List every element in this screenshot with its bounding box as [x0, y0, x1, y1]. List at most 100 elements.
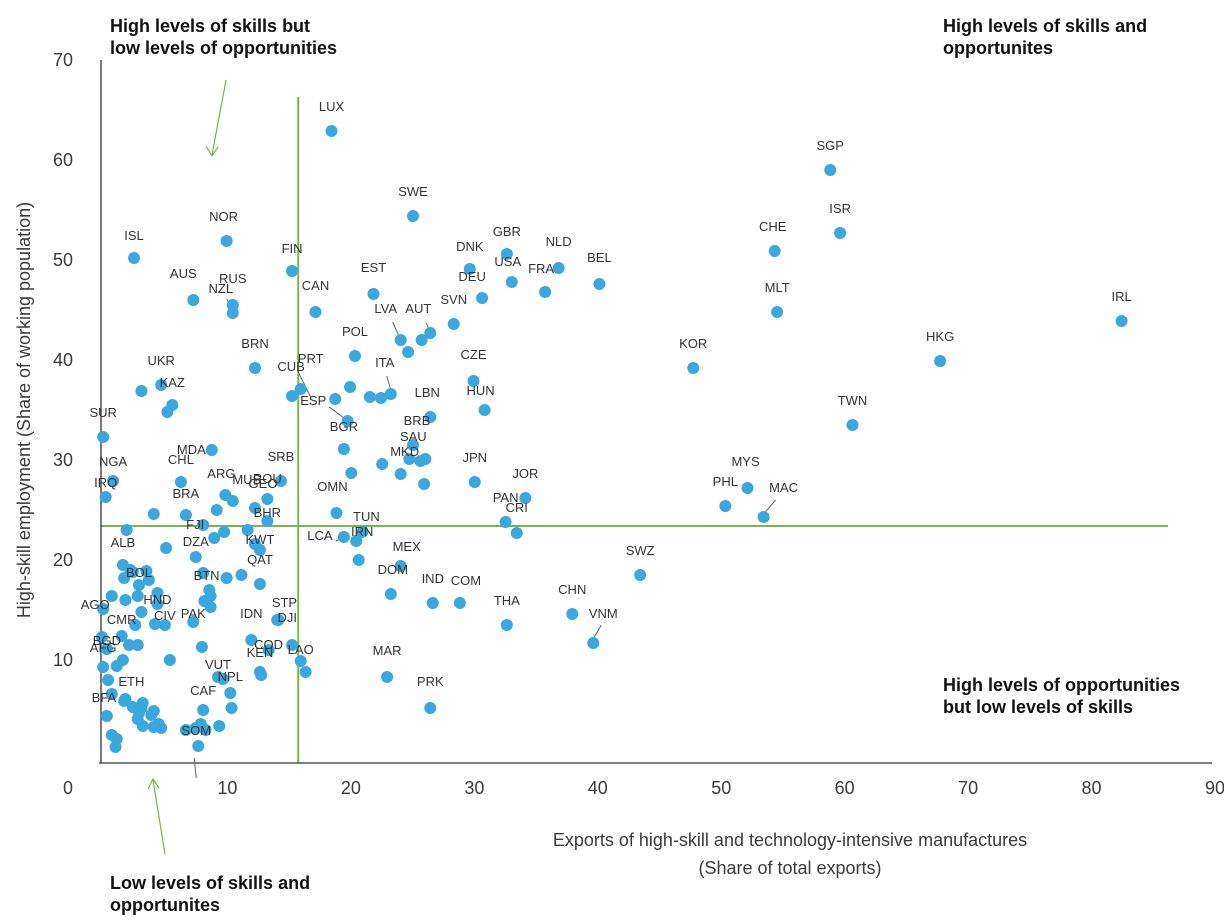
data-point-irq — [99, 491, 112, 503]
point-label-ken: KEN — [247, 645, 274, 660]
point-label-prt: PRT — [298, 351, 324, 366]
point-label-lao: LAO — [288, 642, 314, 657]
quadrant-label-bottom-left: Low levels of skills and opportunites — [110, 872, 310, 916]
point-label-nzl: NZL — [209, 281, 234, 296]
point-label-mus: MUS — [232, 472, 261, 487]
point-label-eth: ETH — [118, 674, 144, 689]
point-label-bgr: BGR — [330, 419, 358, 434]
x-tick-label: 80 — [1082, 778, 1102, 798]
data-point-bfa — [100, 710, 113, 722]
data-point — [345, 467, 358, 479]
data-point-prk — [424, 702, 437, 714]
data-point-ita — [384, 388, 397, 400]
y-tick-label: 40 — [53, 350, 73, 370]
data-point — [374, 392, 387, 404]
point-label-hnd: HND — [143, 592, 171, 607]
point-label-fin: FIN — [282, 241, 303, 256]
point-label-omn: OMN — [317, 479, 347, 494]
x-tick-label: 90 — [1205, 778, 1224, 798]
data-point-afg — [97, 661, 110, 673]
data-point-chn — [566, 608, 579, 620]
point-label-che: CHE — [759, 219, 787, 234]
x-tick-label: 60 — [835, 778, 855, 798]
point-label-jpn: JPN — [462, 450, 487, 465]
point-label-som: SOM — [181, 723, 211, 738]
data-point-bgd — [100, 643, 113, 655]
data-point — [199, 724, 212, 736]
point-label-pak: PAK — [181, 606, 206, 621]
data-point-usa — [505, 276, 518, 288]
data-point-fji — [197, 519, 210, 531]
data-point-vut — [211, 671, 224, 683]
data-point-dnk — [463, 263, 476, 275]
point-label-mex: MEX — [393, 539, 422, 554]
point-label-aut: AUT — [405, 301, 431, 316]
point-label-geo: GEO — [249, 476, 278, 491]
point-label-bhr: BHR — [254, 505, 281, 520]
data-point-swe — [407, 210, 420, 222]
y-tick-label: 20 — [53, 550, 73, 570]
point-label-dom: DOM — [378, 562, 408, 577]
quadrant-label-top-right: High levels of skills and opportunites — [943, 15, 1147, 59]
point-label-ind: IND — [422, 571, 444, 586]
y-axis-title: High-skill employment (Share of working … — [14, 202, 34, 618]
point-label-bra: BRA — [173, 486, 200, 501]
point-label-kor: KOR — [679, 336, 707, 351]
data-point-hun — [478, 404, 491, 416]
data-point-bel — [593, 278, 606, 290]
point-label-sau: SAU — [400, 429, 427, 444]
point-label-brb: BRB — [404, 413, 431, 428]
point-label-dza: DZA — [183, 534, 209, 549]
data-point-twn — [846, 419, 859, 431]
point-label-arg: ARG — [207, 466, 235, 481]
data-point — [208, 532, 221, 544]
point-label-fra: FRA — [528, 261, 554, 276]
point-label-kwt: KWT — [246, 532, 275, 547]
point-label-chn: CHN — [558, 582, 586, 597]
point-label-caf: CAF — [190, 683, 216, 698]
data-point-cze — [467, 375, 480, 387]
data-point-mar — [381, 671, 394, 683]
point-label-sur: SUR — [89, 405, 116, 420]
point-label-rus: RUS — [219, 271, 247, 286]
data-point-qat — [253, 578, 266, 590]
data-point — [149, 618, 162, 630]
label-connector — [297, 370, 312, 398]
data-point-can — [309, 306, 322, 318]
data-point-dji — [271, 614, 284, 626]
point-label-irn: IRN — [351, 524, 373, 539]
x-tick-label: 50 — [711, 778, 731, 798]
point-label-mys: MYS — [731, 454, 760, 469]
data-point-mys — [741, 482, 754, 494]
data-point-est — [367, 288, 380, 300]
quadrant-label-bottom-right: High levels of opportunities but low lev… — [943, 674, 1180, 718]
point-label-chl: CHL — [168, 452, 194, 467]
data-point-kaz — [166, 399, 179, 411]
data-point — [179, 724, 192, 736]
data-point-lva — [394, 334, 407, 346]
point-label-irl: IRL — [1111, 289, 1131, 304]
y-tick-label: 70 — [53, 50, 73, 70]
data-point — [152, 718, 165, 730]
data-point-lca — [337, 531, 350, 543]
data-point — [119, 594, 132, 606]
point-label-hun: HUN — [467, 383, 495, 398]
quadrant-label-line: low levels of opportunities — [110, 38, 338, 58]
data-point-chl — [174, 476, 187, 488]
tick-labels: 0 10 20 30 40 50 60 70 80 90 10 20 30 40 50 60 70 — [53, 50, 1224, 798]
data-point-som — [192, 740, 205, 752]
point-label-isr: ISR — [829, 201, 851, 216]
reference-lines — [101, 97, 1168, 763]
data-point — [352, 554, 365, 566]
point-label-com: COM — [451, 573, 481, 588]
data-point — [102, 674, 115, 686]
point-label-phl: PHL — [713, 474, 738, 489]
data-point-ind — [426, 597, 439, 609]
data-point — [123, 639, 136, 651]
data-point-brb — [407, 439, 420, 451]
y-tick-label: 10 — [53, 650, 73, 670]
data-point-geo — [249, 502, 262, 514]
data-point — [131, 590, 144, 602]
data-point-com — [453, 597, 466, 609]
